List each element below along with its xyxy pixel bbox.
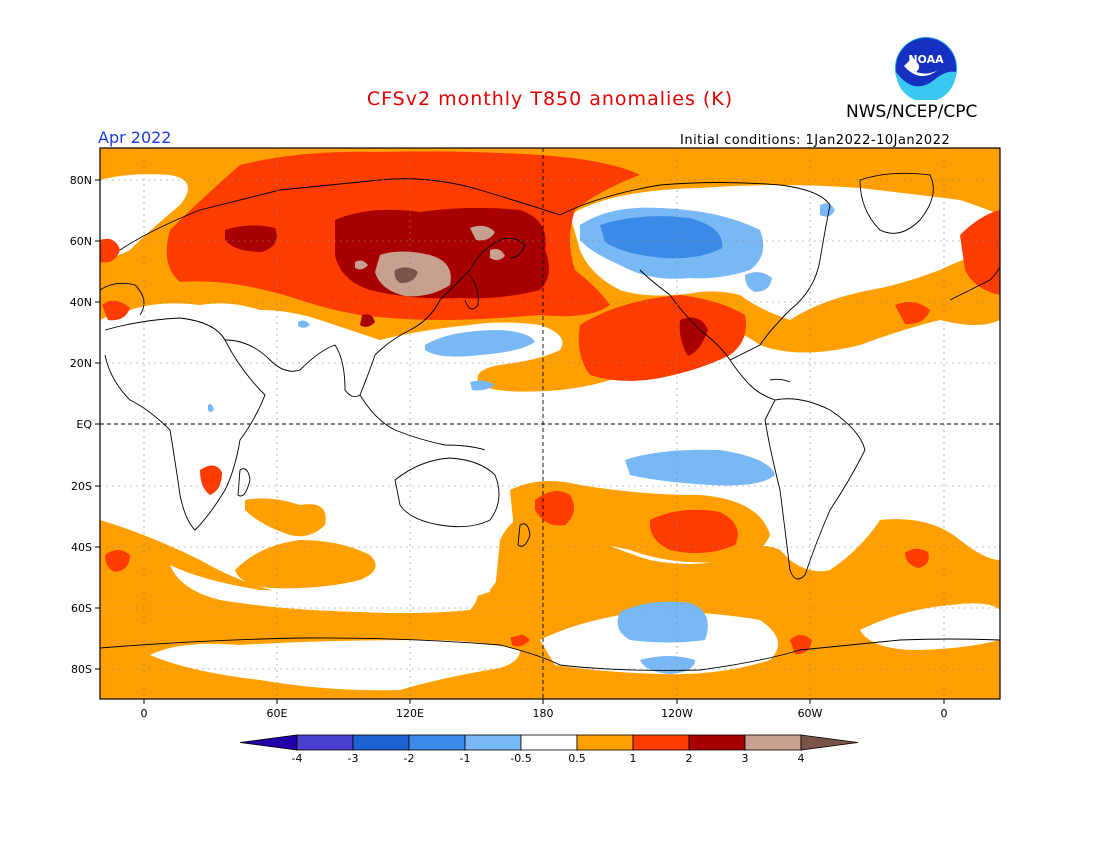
colorbar-label: -1 — [459, 752, 471, 765]
antarctic-white-region — [150, 640, 520, 691]
lat-label: 60N — [69, 235, 92, 248]
colorbar-label: 0.5 — [568, 752, 586, 765]
lon-label: 0 — [940, 707, 948, 720]
lon-label: 60E — [266, 707, 288, 720]
siberia-warm-brown — [394, 267, 418, 284]
lon-label: 120E — [396, 707, 424, 720]
lat-label: 20S — [71, 480, 92, 493]
lat-label: 60S — [71, 602, 92, 615]
map-title: CFSv2 monthly T850 anomalies (K) — [366, 88, 734, 110]
lat-label: 40N — [69, 296, 92, 309]
lat-label: 80S — [71, 663, 92, 676]
colorbar-label: 1 — [629, 752, 637, 765]
colorbar-label: -4 — [291, 752, 303, 765]
lat-label: 40S — [71, 541, 92, 554]
lat-label: EQ — [76, 418, 92, 431]
axis-ticks — [95, 179, 945, 704]
colorbar-label: 2 — [685, 752, 693, 765]
equator-dateline — [100, 148, 1000, 699]
forecast-month: Apr 2022 — [98, 128, 172, 147]
agency-label: NWS/NCEP/CPC — [846, 102, 978, 122]
lon-label: 0 — [140, 707, 148, 720]
lon-label: 60W — [797, 707, 823, 720]
south-pacific-cool — [625, 449, 775, 486]
initial-conditions: Initial conditions: 1Jan2022-10Jan2022 — [680, 133, 951, 148]
grid-lines — [100, 148, 1000, 699]
noaa-logo-icon: NOAA — [895, 37, 957, 100]
colorbar-label: -3 — [347, 752, 359, 765]
colorbar-label: -0.5 — [510, 752, 532, 765]
colorbar-label: 4 — [797, 752, 805, 765]
coastlines — [100, 172, 1000, 671]
lat-label: 20N — [69, 357, 92, 370]
lon-label: 180 — [532, 707, 554, 720]
colorbar-label: -2 — [403, 752, 415, 765]
colorbar-label: 3 — [741, 752, 749, 765]
lon-label: 120W — [661, 707, 693, 720]
canada-cool-mid — [600, 216, 723, 259]
noaa-logo-text: NOAA — [908, 53, 944, 66]
lat-label: 80N — [69, 174, 92, 187]
